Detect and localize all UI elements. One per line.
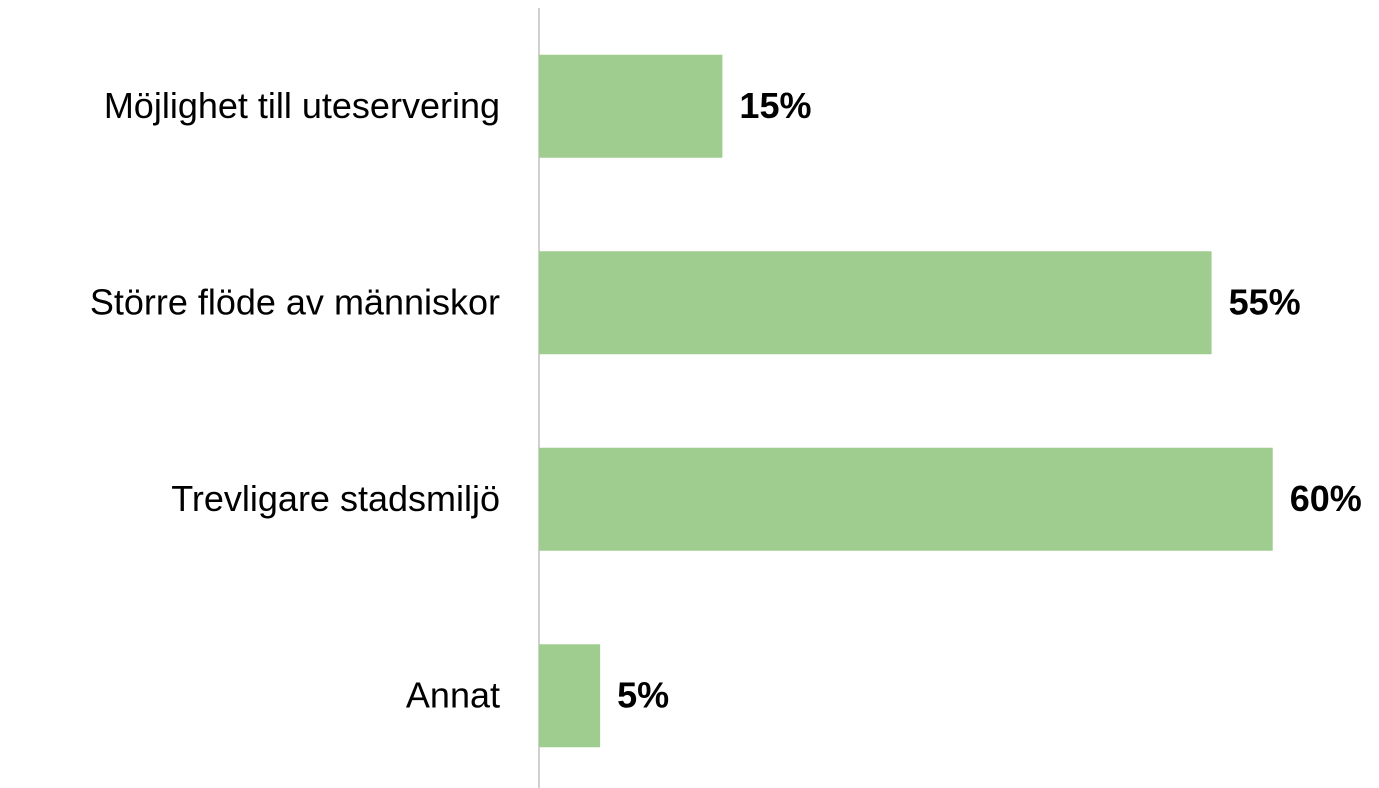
value-label: 5% — [617, 674, 669, 715]
category-label: Möjlighet till uteservering — [104, 85, 500, 126]
bar — [539, 54, 723, 158]
bar — [539, 251, 1212, 355]
value-label: 55% — [1229, 281, 1301, 322]
category-label: Trevligare stadsmiljö — [171, 478, 500, 519]
value-label: 15% — [739, 85, 811, 126]
category-label: Annat — [406, 674, 500, 715]
value-label: 60% — [1290, 478, 1362, 519]
bar — [539, 644, 601, 748]
category-label: Större flöde av människor — [90, 281, 500, 322]
bar — [539, 447, 1273, 551]
